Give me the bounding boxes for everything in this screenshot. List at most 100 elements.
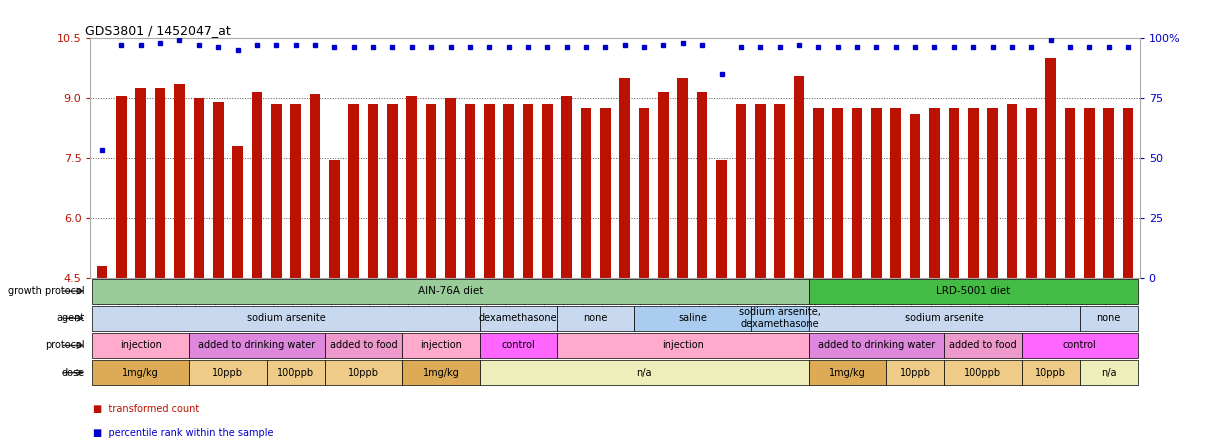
Bar: [561, 96, 572, 278]
Text: n/a: n/a: [1101, 368, 1117, 378]
Text: protocol: protocol: [45, 341, 84, 350]
Bar: [886, 360, 944, 385]
Bar: [944, 360, 1021, 385]
Text: sodium arsenite: sodium arsenite: [246, 313, 326, 323]
Text: sodium arsenite: sodium arsenite: [904, 313, 984, 323]
Bar: [794, 76, 804, 278]
Bar: [601, 108, 610, 278]
Bar: [522, 104, 533, 278]
Bar: [944, 333, 1021, 358]
Bar: [93, 306, 480, 331]
Bar: [329, 160, 340, 278]
Text: sodium arsenite,
dexamethasone: sodium arsenite, dexamethasone: [738, 308, 820, 329]
Bar: [324, 360, 402, 385]
Bar: [1079, 360, 1137, 385]
Bar: [755, 104, 766, 278]
Bar: [832, 108, 843, 278]
Bar: [1007, 104, 1017, 278]
Bar: [402, 360, 480, 385]
Bar: [1084, 108, 1095, 278]
Bar: [1123, 108, 1134, 278]
Text: none: none: [584, 313, 608, 323]
Text: injection: injection: [119, 341, 162, 350]
Bar: [968, 108, 978, 278]
Bar: [697, 92, 708, 278]
Bar: [445, 98, 456, 278]
Bar: [581, 108, 591, 278]
Text: control: control: [1062, 341, 1096, 350]
Text: agent: agent: [57, 313, 84, 323]
Bar: [503, 104, 514, 278]
Bar: [267, 360, 324, 385]
Text: added to food: added to food: [329, 341, 397, 350]
Bar: [678, 78, 689, 278]
Bar: [189, 360, 267, 385]
Text: 1mg/kg: 1mg/kg: [122, 368, 159, 378]
Bar: [716, 160, 727, 278]
Text: 1mg/kg: 1mg/kg: [829, 368, 866, 378]
Bar: [557, 306, 634, 331]
Text: AIN-76A diet: AIN-76A diet: [417, 286, 484, 296]
Text: control: control: [502, 341, 535, 350]
Bar: [480, 360, 809, 385]
Bar: [871, 108, 882, 278]
Text: ■  transformed count: ■ transformed count: [93, 404, 199, 414]
Text: LRD-5001 diet: LRD-5001 diet: [936, 286, 1011, 296]
Bar: [813, 108, 824, 278]
Bar: [541, 104, 552, 278]
Bar: [233, 146, 242, 278]
Text: 10ppb: 10ppb: [900, 368, 931, 378]
Text: dose: dose: [62, 368, 84, 378]
Bar: [750, 306, 809, 331]
Bar: [93, 360, 189, 385]
Bar: [658, 92, 669, 278]
Bar: [909, 114, 920, 278]
Bar: [174, 84, 185, 278]
Bar: [93, 333, 189, 358]
Bar: [1021, 333, 1137, 358]
Bar: [291, 104, 302, 278]
Bar: [189, 333, 324, 358]
Bar: [116, 96, 127, 278]
Bar: [774, 104, 785, 278]
Text: 10ppb: 10ppb: [212, 368, 244, 378]
Bar: [480, 306, 557, 331]
Bar: [271, 104, 282, 278]
Text: added to drinking water: added to drinking water: [818, 341, 935, 350]
Bar: [851, 108, 862, 278]
Bar: [1079, 306, 1137, 331]
Bar: [93, 278, 809, 304]
Text: none: none: [1096, 313, 1120, 323]
Text: dexamethasone: dexamethasone: [479, 313, 557, 323]
Bar: [484, 104, 494, 278]
Bar: [1021, 360, 1079, 385]
Bar: [135, 88, 146, 278]
Bar: [480, 333, 557, 358]
Text: n/a: n/a: [637, 368, 652, 378]
Bar: [634, 306, 750, 331]
Bar: [809, 333, 944, 358]
Bar: [620, 78, 630, 278]
Bar: [406, 96, 417, 278]
Text: added to food: added to food: [949, 341, 1017, 350]
Bar: [96, 266, 107, 278]
Bar: [948, 108, 959, 278]
Text: 1mg/kg: 1mg/kg: [422, 368, 459, 378]
Text: ■  percentile rank within the sample: ■ percentile rank within the sample: [93, 428, 274, 439]
Bar: [368, 104, 379, 278]
Bar: [154, 88, 165, 278]
Bar: [402, 333, 480, 358]
Bar: [929, 108, 939, 278]
Bar: [557, 333, 809, 358]
Bar: [988, 108, 997, 278]
Bar: [464, 104, 475, 278]
Bar: [890, 108, 901, 278]
Bar: [252, 92, 262, 278]
Bar: [736, 104, 747, 278]
Bar: [213, 102, 223, 278]
Text: injection: injection: [662, 341, 704, 350]
Text: 10ppb: 10ppb: [347, 368, 379, 378]
Bar: [310, 94, 321, 278]
Bar: [387, 104, 398, 278]
Bar: [809, 360, 886, 385]
